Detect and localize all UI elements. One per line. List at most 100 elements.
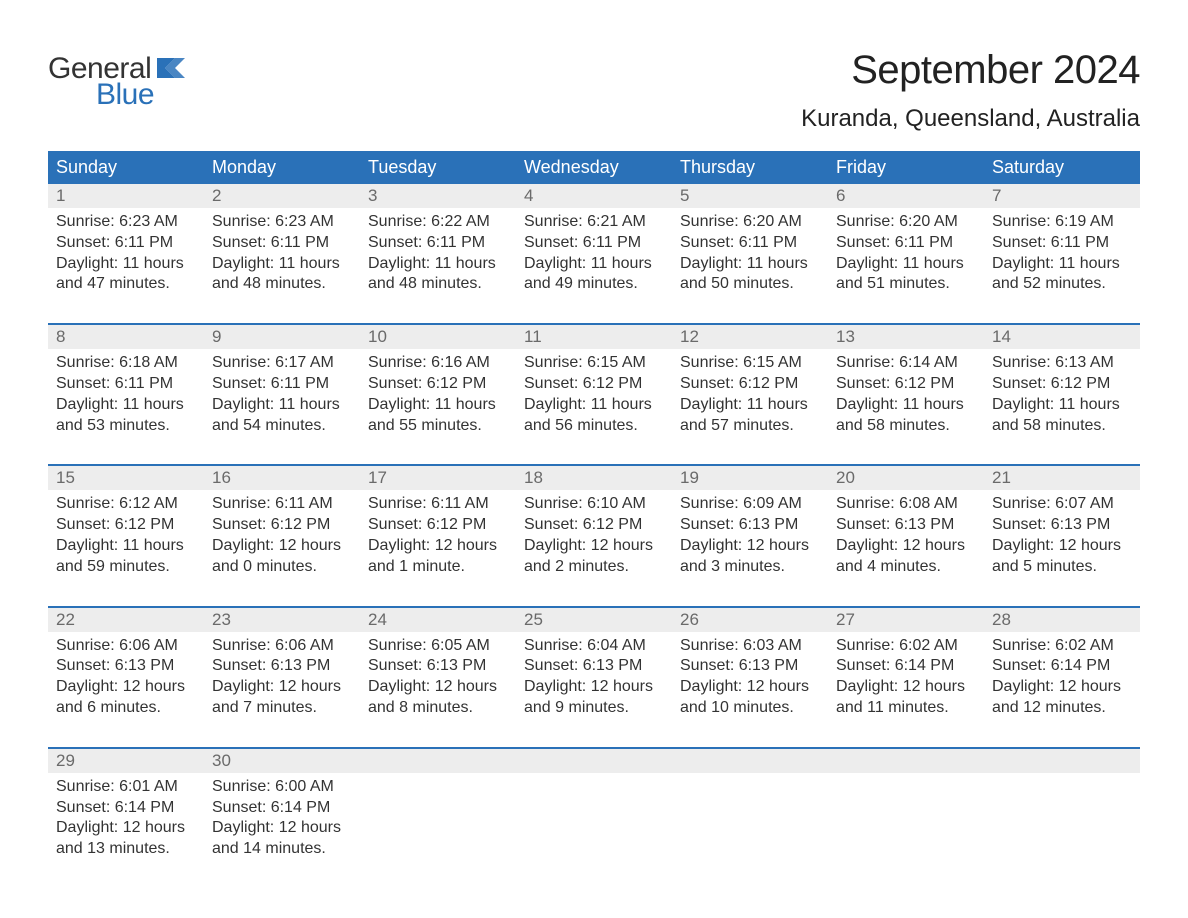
sunset-text: Sunset: 6:13 PM xyxy=(992,515,1132,536)
day-detail-cell: Sunrise: 6:20 AMSunset: 6:11 PMDaylight:… xyxy=(828,208,984,324)
day-number-cell: 3 xyxy=(360,184,516,208)
sunset-text: Sunset: 6:11 PM xyxy=(56,233,196,254)
day-number-cell: 23 xyxy=(204,608,360,632)
weekday-header: Saturday xyxy=(984,151,1140,184)
daylight-text-2: and 59 minutes. xyxy=(56,557,196,578)
daylight-text-1: Daylight: 12 hours xyxy=(680,536,820,557)
day-number-cell: 27 xyxy=(828,608,984,632)
daylight-text-1: Daylight: 12 hours xyxy=(212,818,352,839)
sunset-text: Sunset: 6:13 PM xyxy=(56,656,196,677)
sunset-text: Sunset: 6:11 PM xyxy=(212,374,352,395)
daylight-text-2: and 50 minutes. xyxy=(680,274,820,295)
day-detail-cell: Sunrise: 6:01 AMSunset: 6:14 PMDaylight:… xyxy=(48,773,204,868)
daylight-text-1: Daylight: 12 hours xyxy=(836,536,976,557)
weekday-header: Friday xyxy=(828,151,984,184)
daylight-text-1: Daylight: 11 hours xyxy=(368,395,508,416)
day-detail-row: Sunrise: 6:01 AM Sunset: 6:14 PMDaylight:… xyxy=(48,773,1140,868)
day-detail-cell xyxy=(984,773,1140,868)
day-number-cell: 25 xyxy=(516,608,672,632)
daylight-text-2: and 3 minutes. xyxy=(680,557,820,578)
day-detail-cell: Sunrise: 6:08 AMSunset: 6:13 PMDaylight:… xyxy=(828,490,984,606)
daylight-text-1: Daylight: 11 hours xyxy=(992,395,1132,416)
sunset-text: Sunset: 6:12 PM xyxy=(524,374,664,395)
sunset-text: Sunset: 6:12 PM xyxy=(992,374,1132,395)
sunrise-text: Sunrise: 6:02 AM xyxy=(836,636,976,657)
daylight-text-1: Daylight: 12 hours xyxy=(56,677,196,698)
sunset-text: Sunset: 6:13 PM xyxy=(212,656,352,677)
day-number-cell xyxy=(360,749,516,773)
day-detail-row: Sunrise: 6:23 AMSunset: 6:11 PMDaylight:… xyxy=(48,208,1140,324)
day-detail-cell: Sunrise: 6:04 AMSunset: 6:13 PMDaylight:… xyxy=(516,632,672,748)
day-number-cell: 16 xyxy=(204,466,360,490)
day-detail-cell: Sunrise: 6:23 AMSunset: 6:11 PMDaylight:… xyxy=(204,208,360,324)
daylight-text-2: and 9 minutes. xyxy=(524,698,664,719)
daylight-text-1: Daylight: 11 hours xyxy=(524,395,664,416)
daylight-text-2: and 48 minutes. xyxy=(212,274,352,295)
day-detail-cell: Sunrise: 6:11 AMSunset: 6:12 PMDaylight:… xyxy=(360,490,516,606)
daylight-text-1: Daylight: 12 hours xyxy=(992,677,1132,698)
sunrise-text: Sunrise: 6:15 AM xyxy=(524,353,664,374)
page-header: General Blue September 2024 Kuranda, Que… xyxy=(48,48,1140,133)
sunset-text: Sunset: 6:11 PM xyxy=(212,233,352,254)
sunrise-text: Sunrise: 6:03 AM xyxy=(680,636,820,657)
daylight-text-1: Daylight: 11 hours xyxy=(212,254,352,275)
sunset-text: Sunset: 6:14 PM xyxy=(212,798,352,819)
day-number-cell: 6 xyxy=(828,184,984,208)
sunset-text: Sunset: 6:12 PM xyxy=(680,374,820,395)
flag-icon xyxy=(157,58,185,83)
daylight-text-2: and 52 minutes. xyxy=(992,274,1132,295)
title-block: September 2024 Kuranda, Queensland, Aust… xyxy=(801,48,1140,133)
sunset-text: Sunset: 6:12 PM xyxy=(524,515,664,536)
sunrise-text: Sunrise: 6:06 AM xyxy=(212,636,352,657)
sunrise-text: Sunrise: 6:08 AM xyxy=(836,494,976,515)
daylight-text-2: and 4 minutes. xyxy=(836,557,976,578)
sunrise-text: Sunrise: 6:10 AM xyxy=(524,494,664,515)
daylight-text-2: and 56 minutes. xyxy=(524,416,664,437)
daylight-text-2: and 53 minutes. xyxy=(56,416,196,437)
month-title: September 2024 xyxy=(801,48,1140,93)
day-number-cell: 5 xyxy=(672,184,828,208)
daylight-text-1: Daylight: 12 hours xyxy=(212,536,352,557)
day-number-cell: 26 xyxy=(672,608,828,632)
daylight-text-2: and 49 minutes. xyxy=(524,274,664,295)
day-detail-cell: Sunrise: 6:18 AMSunset: 6:11 PMDaylight:… xyxy=(48,349,204,465)
day-number-row: 15161718192021 xyxy=(48,466,1140,490)
location: Kuranda, Queensland, Australia xyxy=(801,105,1140,133)
daylight-text-1: Daylight: 11 hours xyxy=(368,254,508,275)
sunrise-text: Sunrise: 6:16 AM xyxy=(368,353,508,374)
sunrise-text: Sunrise: 6:01 AM xyxy=(56,777,196,798)
daylight-text-2: and 2 minutes. xyxy=(524,557,664,578)
daylight-text-1: Daylight: 11 hours xyxy=(836,395,976,416)
day-detail-cell: Sunrise: 6:16 AMSunset: 6:12 PMDaylight:… xyxy=(360,349,516,465)
weekday-header: Wednesday xyxy=(516,151,672,184)
day-number-cell: 14 xyxy=(984,325,1140,349)
day-detail-cell: Sunrise: 6:13 AMSunset: 6:12 PMDaylight:… xyxy=(984,349,1140,465)
daylight-text-1: Daylight: 12 hours xyxy=(212,677,352,698)
day-detail-cell: Sunrise: 6:15 AMSunset: 6:12 PMDaylight:… xyxy=(516,349,672,465)
weekday-header: Monday xyxy=(204,151,360,184)
daylight-text-1: Daylight: 11 hours xyxy=(212,395,352,416)
day-detail-cell: Sunrise: 6:14 AMSunset: 6:12 PMDaylight:… xyxy=(828,349,984,465)
day-detail-cell: Sunrise: 6:05 AMSunset: 6:13 PMDaylight:… xyxy=(360,632,516,748)
sunset-text: Sunset: 6:11 PM xyxy=(992,233,1132,254)
sunrise-text: Sunrise: 6:11 AM xyxy=(368,494,508,515)
day-detail-cell: Sunrise: 6:20 AMSunset: 6:11 PMDaylight:… xyxy=(672,208,828,324)
day-detail-cell: Sunrise: 6:02 AMSunset: 6:14 PMDaylight:… xyxy=(984,632,1140,748)
day-number-cell: 7 xyxy=(984,184,1140,208)
day-number-cell: 18 xyxy=(516,466,672,490)
day-detail-cell: Sunrise: 6:19 AMSunset: 6:11 PMDaylight:… xyxy=(984,208,1140,324)
sunrise-text: Sunrise: 6:04 AM xyxy=(524,636,664,657)
sunset-text: Sunset: 6:13 PM xyxy=(524,656,664,677)
day-number-cell: 28 xyxy=(984,608,1140,632)
daylight-text-1: Daylight: 11 hours xyxy=(524,254,664,275)
day-number-cell: 2 xyxy=(204,184,360,208)
sunrise-text: Sunrise: 6:11 AM xyxy=(212,494,352,515)
daylight-text-2: and 11 minutes. xyxy=(836,698,976,719)
daylight-text-1: Daylight: 12 hours xyxy=(368,677,508,698)
daylight-text-2: and 57 minutes. xyxy=(680,416,820,437)
day-number-cell: 24 xyxy=(360,608,516,632)
calendar-table: Sunday Monday Tuesday Wednesday Thursday… xyxy=(48,151,1140,868)
sunset-text: Sunset: 6:11 PM xyxy=(836,233,976,254)
day-detail-cell: Sunrise: 6:00 AMSunset: 6:14 PMDaylight:… xyxy=(204,773,360,868)
day-detail-cell: Sunrise: 6:17 AMSunset: 6:11 PMDaylight:… xyxy=(204,349,360,465)
